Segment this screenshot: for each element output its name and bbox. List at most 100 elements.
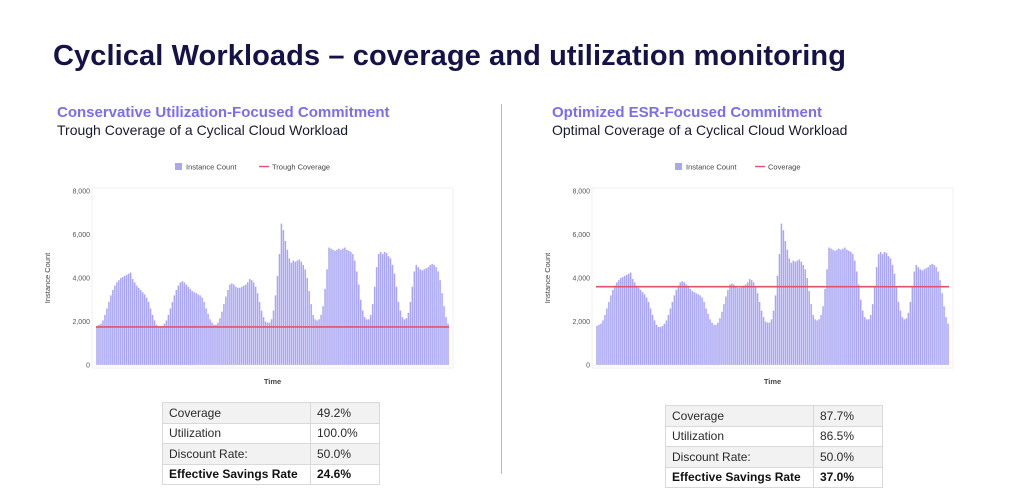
instance-count-bar (122, 276, 124, 365)
instance-count-bar (625, 274, 628, 365)
instance-count-bar (711, 322, 713, 365)
instance-count-bar (310, 304, 312, 365)
instance-count-bar (223, 304, 225, 365)
instance-count-bar (145, 297, 148, 365)
stat-label: Effective Savings Rate (665, 466, 814, 488)
instance-count-bar (655, 324, 658, 365)
instance-count-bar (110, 295, 112, 365)
instance-count-bar (391, 264, 394, 365)
instance-count-bar (616, 282, 618, 365)
instance-count-bar (100, 323, 102, 365)
instance-count-bar (173, 295, 176, 365)
instance-count-bar (199, 295, 201, 365)
instance-count-bar (98, 324, 100, 365)
instance-count-bar (627, 273, 630, 365)
instance-count-bar (850, 251, 852, 365)
instance-count-bar (336, 249, 338, 365)
instance-count-bar (399, 310, 402, 366)
instance-count-bar (713, 324, 715, 365)
instance-count-bar (899, 310, 902, 366)
stat-value: 50.0% (813, 446, 883, 468)
instance-count-bar (427, 267, 429, 366)
instance-count-bar (911, 286, 914, 365)
instance-count-bar (328, 247, 330, 365)
instance-count-bar (816, 320, 818, 365)
instance-count-bar (431, 263, 433, 365)
instance-count-bar (631, 279, 634, 365)
instance-count-bar (606, 308, 608, 365)
instance-count-bar (903, 319, 906, 365)
instance-count-bar (661, 325, 664, 365)
instance-count-bar (812, 314, 814, 365)
right-panel: Optimized ESR-Focused Commitment Optimal… (540, 100, 1010, 495)
instance-count-bar (197, 294, 199, 365)
instance-count-bar (774, 295, 777, 365)
instance-count-bar (256, 293, 259, 365)
panel-caption: Trough Coverage of a Cyclical Cloud Work… (57, 122, 349, 138)
page-title: Cyclical Workloads – coverage and utiliz… (53, 40, 847, 72)
instance-count-bar (695, 293, 697, 365)
instance-count-bar (838, 248, 840, 365)
instance-count-bar (719, 318, 721, 365)
instance-count-bar (106, 308, 108, 365)
panel-subtitle: Conservative Utilization-Focused Commitm… (57, 104, 390, 121)
instance-count-bar (717, 322, 719, 365)
instance-count-bar (413, 271, 416, 365)
instance-count-bar (129, 272, 132, 365)
instance-count-bar (318, 319, 320, 365)
instance-count-bar (780, 223, 783, 366)
instance-count-bar (316, 320, 318, 365)
instance-count-bar (653, 320, 656, 365)
instance-count-bar (340, 249, 342, 365)
instance-count-bar (622, 276, 624, 365)
instance-count-bar (314, 319, 316, 365)
y-tick-label: 2,000 (72, 319, 90, 326)
instance-count-bar (828, 247, 830, 365)
instance-count-bar (725, 296, 727, 365)
instance-count-bar (338, 248, 340, 365)
instance-count-bar (124, 275, 126, 365)
instance-count-bar (802, 264, 804, 365)
instance-count-bar (744, 284, 747, 365)
instance-count-bar (620, 278, 622, 365)
instance-count-bar (423, 269, 425, 365)
instance-count-bar (342, 248, 344, 365)
instance-count-bar (284, 241, 287, 365)
instance-count-bar (244, 284, 247, 365)
instance-count-bar (225, 296, 227, 365)
stats-table: Coverage 49.2% Utilization 100.0% Discount… (162, 402, 380, 485)
instance-count-bar (709, 319, 711, 365)
instance-count-bar (248, 279, 251, 365)
instance-count-bar (784, 241, 787, 365)
instance-count-bar (302, 264, 304, 365)
instance-count-bar (836, 249, 838, 365)
instance-count-bar (358, 284, 360, 365)
instance-count-bar (435, 267, 437, 366)
instance-count-bar (733, 284, 735, 365)
instance-count-bar (312, 314, 314, 365)
stat-value: 37.0% (813, 466, 883, 488)
legend-label: Instance Count (186, 163, 237, 172)
instance-count-bar (181, 281, 184, 365)
instance-count-bar (367, 319, 370, 365)
instance-count-bar (635, 285, 638, 365)
instance-count-bar (149, 308, 152, 365)
chart-legend: Instance Count Coverage (675, 163, 801, 172)
instance-count-bar (919, 269, 921, 365)
instance-count-bar (624, 275, 626, 365)
instance-count-bar (905, 318, 908, 365)
instance-count-bar (163, 323, 166, 365)
instance-count-bar (931, 263, 933, 365)
stat-label: Effective Savings Rate (162, 463, 311, 485)
instance-count-bar (270, 319, 273, 365)
instance-count-bar (860, 299, 862, 365)
instance-count-bar (633, 282, 636, 365)
instance-count-bar (893, 273, 896, 365)
instance-count-bar (641, 292, 644, 365)
legend-item: Coverage (755, 163, 801, 172)
instance-count-bar (116, 282, 118, 365)
instance-count-bar (854, 260, 856, 365)
instance-count-bar (754, 286, 757, 365)
stats-row: Utilization 100.0% (162, 422, 380, 444)
instance-count-bar (941, 293, 943, 365)
